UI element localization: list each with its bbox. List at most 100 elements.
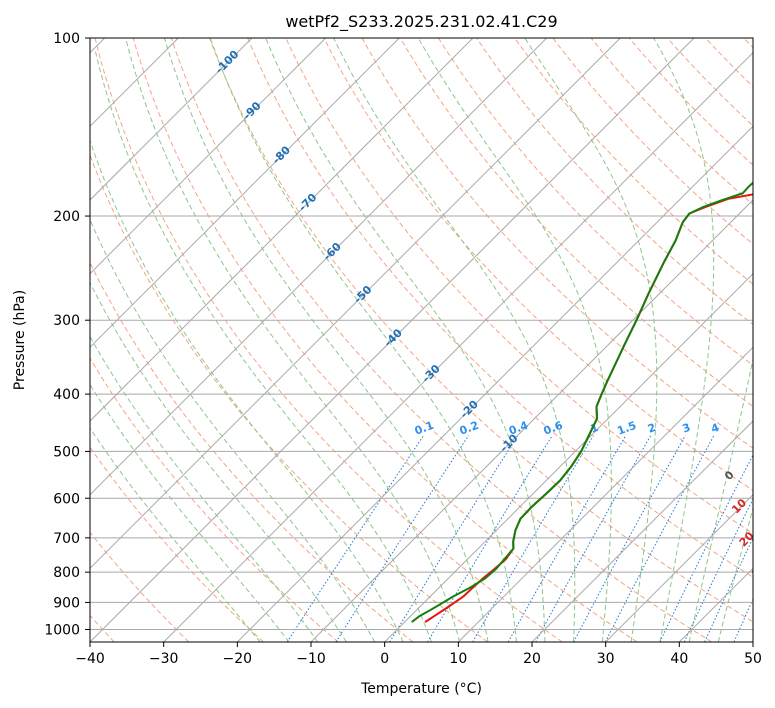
- mixing-ratio-line: [335, 435, 469, 642]
- x-tick-label: 30: [597, 651, 615, 667]
- isotherm-line: [531, 420, 753, 642]
- dry-adiabat-line: [476, 38, 753, 326]
- moist-adiabat-line: [90, 139, 404, 642]
- dewpoint-profile-line: [411, 181, 753, 623]
- x-tick-label: 10: [449, 651, 467, 667]
- mixing-ratio-line: [757, 436, 775, 643]
- moist-adiabat-label: 20: [737, 529, 757, 549]
- dry-adiabat-line: [247, 38, 753, 578]
- mixing-ratio-label: 6: [759, 421, 771, 436]
- moist-adiabat-line: [90, 218, 376, 642]
- mixing-ratio-label: 2: [646, 421, 658, 436]
- isotherm-line: [384, 272, 753, 642]
- isotherm-line: [457, 346, 753, 642]
- dry-adiabat-line: [743, 38, 753, 49]
- dry-adiabat-line: [399, 38, 753, 408]
- x-axis-label: Temperature (°C): [360, 681, 482, 697]
- mixing-ratio-line: [507, 435, 627, 642]
- dry-adiabat-line: [285, 38, 753, 535]
- mixing-ratio-line: [286, 435, 425, 642]
- x-tick-label: −30: [149, 651, 179, 667]
- isotherms: [90, 38, 753, 642]
- isotherm-line: [90, 38, 253, 201]
- dry-adiabat-line: [323, 38, 753, 492]
- y-tick-label: 600: [53, 491, 80, 507]
- dry-adiabat-line: [705, 38, 753, 88]
- isotherm-line: [90, 38, 695, 642]
- dry-adiabat-label: -60: [321, 240, 344, 263]
- moist-adiabat-line: [265, 38, 546, 642]
- moist-adiabat-label: 0: [722, 468, 737, 483]
- moist-adiabat-line: [717, 506, 753, 642]
- mixing-ratio-label: 3: [681, 421, 693, 436]
- dry-adiabat-line: [437, 38, 753, 366]
- dry-adiabat-line: [132, 38, 638, 642]
- isotherm-line: [90, 38, 474, 422]
- y-tick-label: 300: [53, 313, 80, 329]
- moist-adiabat-line: [90, 383, 290, 642]
- y-tick-label: 900: [53, 595, 80, 611]
- isotherm-line: [236, 125, 753, 642]
- moist-adiabat-line: [90, 281, 347, 642]
- isotherm-line: [310, 199, 753, 642]
- moist-adiabat-label: 40: [769, 585, 775, 605]
- mixing-ratio-label: 1.5: [615, 419, 638, 438]
- dry-adiabat-line: [590, 38, 753, 206]
- dry-adiabat-label: -80: [270, 143, 293, 166]
- moist-adiabat-line: [90, 427, 261, 642]
- x-tick-label: −20: [223, 651, 253, 667]
- moist-adiabat-line: [209, 38, 517, 642]
- dry-adiabat-line: [552, 38, 753, 245]
- y-axis-label: Pressure (hPa): [12, 290, 28, 390]
- mixing-ratio-line: [389, 435, 519, 642]
- moist-adiabat-label: 30: [749, 560, 769, 580]
- isotherm-line: [90, 38, 400, 349]
- moist-adiabat-label: 10: [729, 496, 749, 516]
- y-axis: 100 200 300 400 500 600 700 800 900 1000: [44, 31, 90, 638]
- moist-adiabat-line: [94, 50, 432, 642]
- moist-adiabat-line: [524, 38, 658, 642]
- isotherm-line: [163, 51, 753, 642]
- y-tick-label: 400: [53, 387, 80, 403]
- chart-title: wetPf2_S233.2025.231.02.41.C29: [285, 12, 557, 32]
- dry-adiabat-line: [90, 261, 414, 642]
- dry-adiabat-label: -90: [240, 99, 263, 122]
- isotherm-line: [90, 38, 621, 570]
- profiles: [411, 181, 753, 623]
- isotherm-line: [752, 641, 753, 642]
- dry-adiabat-line: [667, 38, 753, 127]
- isotherm-line: [605, 493, 753, 642]
- dry-adiabat-line: [94, 38, 563, 642]
- dry-adiabat-label: -70: [296, 191, 319, 214]
- dry-adiabat-line: [90, 357, 339, 642]
- dry-adiabat-label: -100: [213, 48, 242, 77]
- y-tick-label: 200: [53, 209, 80, 225]
- dry-adiabat-label: -40: [382, 326, 405, 349]
- moist-adiabats: [90, 38, 753, 642]
- temperature-profile-line: [424, 193, 753, 623]
- x-tick-label: 50: [744, 651, 762, 667]
- dry-adiabat-line: [170, 38, 712, 642]
- x-tick-label: 40: [670, 651, 688, 667]
- y-tick-label: 1000: [44, 622, 80, 638]
- dry-adiabat-line: [90, 153, 488, 642]
- x-axis: −40 −30 −20 −10 0 10 20 30 40 50: [75, 642, 762, 667]
- dry-adiabat-line: [361, 38, 753, 449]
- plot-area: -100-90-80-70-60-50-40-30-20-100.1 0.2 0.4…: [90, 38, 775, 643]
- reference-labels: -100-90-80-70-60-50-40-30-20-100.1 0.2 0.4…: [213, 48, 775, 605]
- moist-adiabat-line: [417, 38, 612, 642]
- x-tick-label: 20: [523, 651, 541, 667]
- y-tick-label: 800: [53, 565, 80, 581]
- moist-adiabat-line: [688, 356, 753, 642]
- isotherm-line: [90, 38, 548, 496]
- dry-adiabat-line: [90, 531, 190, 642]
- y-tick-label: 500: [53, 444, 80, 460]
- dry-adiabat-line: [90, 446, 264, 642]
- isotherm-line: [90, 38, 327, 275]
- x-tick-label: 0: [380, 651, 389, 667]
- y-tick-label: 100: [53, 31, 80, 47]
- plot-frame: [89, 37, 754, 643]
- mixing-ratio-line: [472, 435, 594, 642]
- isobars: [90, 38, 753, 630]
